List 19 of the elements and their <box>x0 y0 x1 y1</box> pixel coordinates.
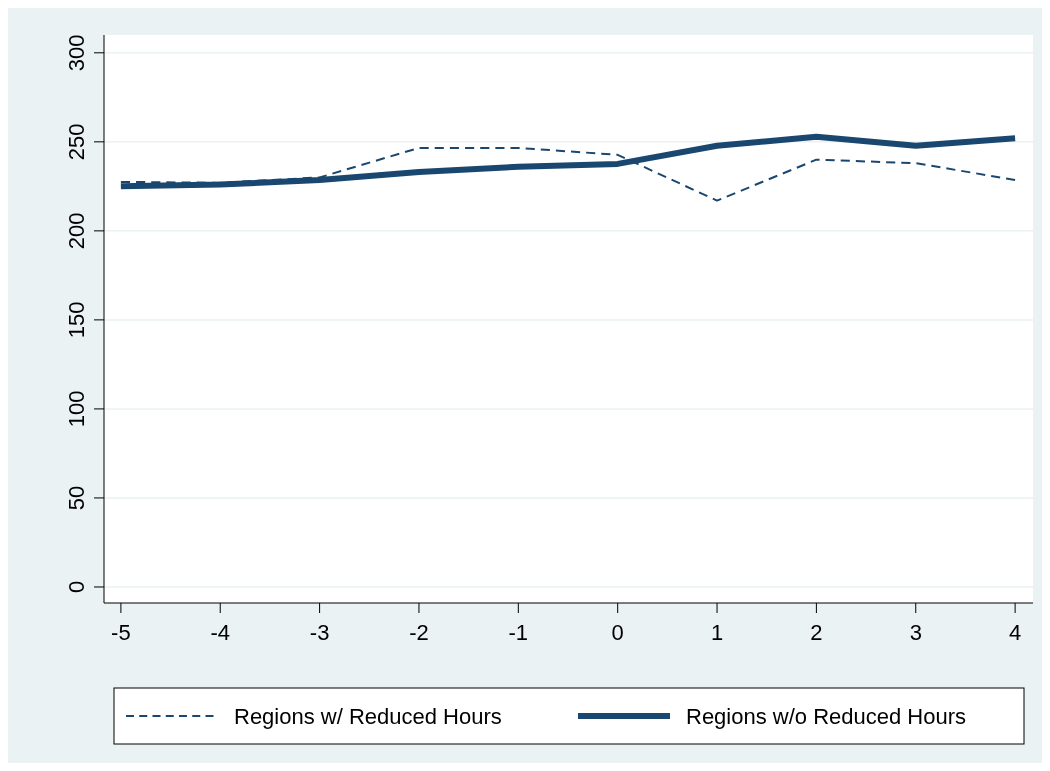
legend-label: Regions w/o Reduced Hours <box>686 704 967 729</box>
x-tick-label: 1 <box>710 620 724 645</box>
x-tick-label: -2 <box>409 620 429 645</box>
y-tick-label: 100 <box>64 390 89 428</box>
y-tick-label: 50 <box>64 485 89 511</box>
legend-label: Regions w/ Reduced Hours <box>234 704 502 729</box>
x-tick-label: 2 <box>810 620 823 645</box>
y-tick-label: 0 <box>64 580 89 594</box>
y-tick-label: 250 <box>64 123 89 161</box>
x-tick-label: -1 <box>508 620 529 645</box>
y-tick-label: 300 <box>64 34 89 72</box>
x-tick-label: 3 <box>909 620 922 645</box>
x-tick-label: -3 <box>309 620 330 645</box>
x-tick-label: -5 <box>111 620 131 645</box>
x-tick-label: 4 <box>1008 620 1022 645</box>
x-tick-label: -4 <box>210 620 231 645</box>
x-tick-label: 0 <box>611 620 624 645</box>
y-tick-label: 200 <box>64 212 89 250</box>
y-tick-label: 150 <box>64 301 89 339</box>
